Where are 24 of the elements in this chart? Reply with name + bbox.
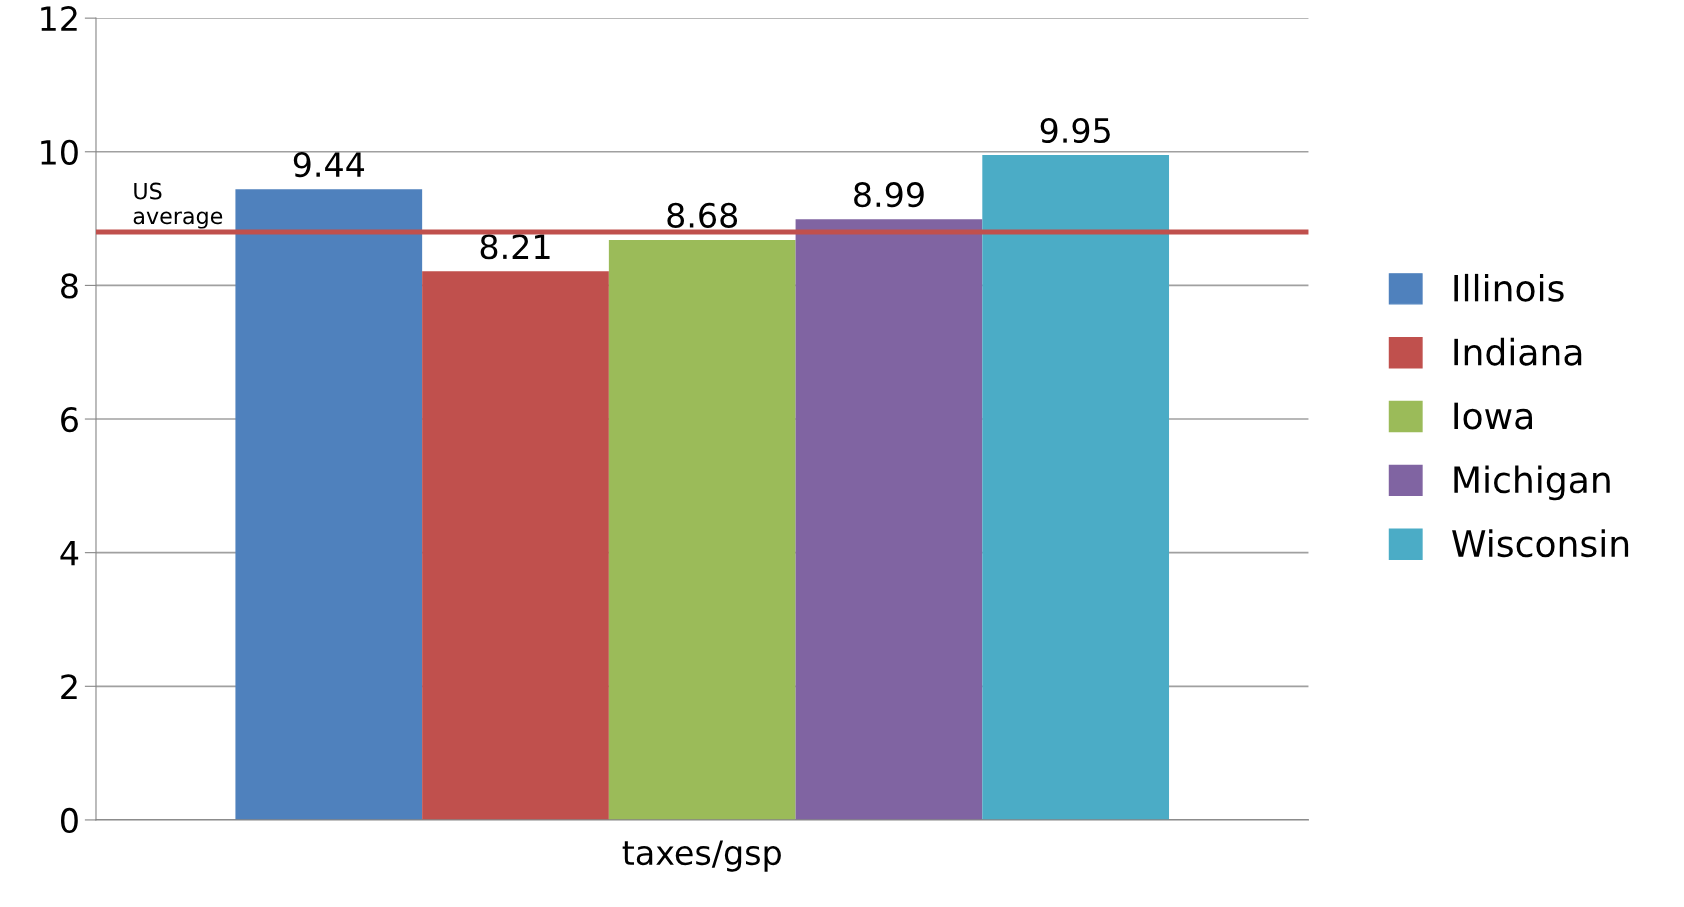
bar <box>795 219 983 820</box>
y-tick-label: 6 <box>61 406 78 433</box>
data-label: 8.68 <box>667 202 738 228</box>
data-label: 9.95 <box>1040 117 1110 144</box>
y-tick-label: 12 <box>41 6 77 31</box>
data-label: 8.99 <box>854 182 924 208</box>
data-label: 8.21 <box>480 234 550 260</box>
y-tick-label: 2 <box>61 674 77 699</box>
ref-line-label: US average <box>133 182 223 229</box>
legend-label: Iowa <box>1454 402 1532 430</box>
y-tick-label: 10 <box>41 139 78 165</box>
bar <box>608 239 796 820</box>
data-label: 9.44 <box>293 151 365 178</box>
bar <box>982 155 1170 820</box>
legend-label: Illinois <box>1454 273 1564 302</box>
y-tick-label: 8 <box>61 273 78 299</box>
legend-label: Wisconsin <box>1452 529 1629 558</box>
y-tick-label: 0 <box>61 807 78 834</box>
legend-label: Indiana <box>1454 337 1582 366</box>
x-tick-label: taxes/gsp <box>622 840 781 872</box>
legend-label: Michigan <box>1454 465 1610 501</box>
y-tick-label: 4 <box>60 541 79 566</box>
bar <box>422 271 609 820</box>
bar <box>235 189 423 820</box>
